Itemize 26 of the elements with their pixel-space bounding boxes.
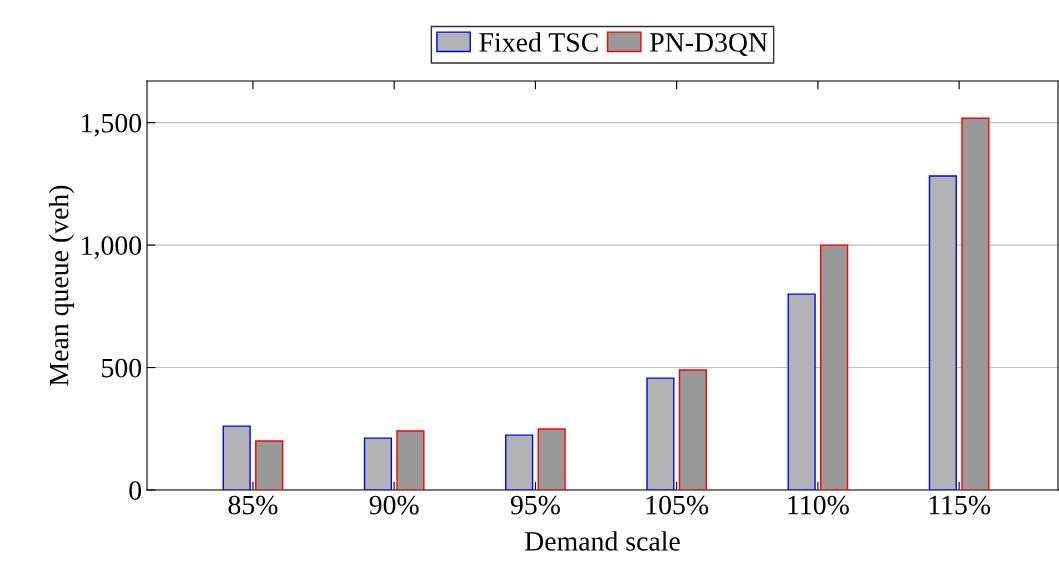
x-tick-label: 95% (510, 495, 560, 515)
bar (363, 437, 393, 490)
bar (537, 428, 566, 490)
bar (505, 434, 534, 490)
y-tick-label: 500 (102, 358, 142, 378)
y-axis-title: Mean queue (veh) (48, 185, 75, 386)
y-tick-label: 1,000 (82, 236, 142, 259)
bar (820, 244, 849, 490)
bar (787, 293, 816, 490)
x-axis-title: Demand scale (525, 531, 680, 551)
bar (255, 440, 284, 490)
legend-label: Fixed TSC (479, 32, 598, 52)
bar (396, 430, 425, 490)
bar (222, 425, 251, 490)
x-tick-label: 115% (929, 495, 991, 515)
x-tick-label: 110% (788, 495, 849, 515)
y-tick-label: 1,500 (82, 113, 142, 137)
x-tick-label: 85% (228, 495, 278, 515)
legend-label: PN-D3QN (650, 33, 768, 57)
x-tick-label: 105% (646, 495, 709, 515)
bar (928, 175, 958, 490)
bar (646, 377, 675, 490)
y-tick-label: 0 (129, 481, 142, 500)
bar (678, 369, 708, 490)
bar (961, 117, 990, 490)
x-tick-label: 90% (369, 495, 419, 515)
